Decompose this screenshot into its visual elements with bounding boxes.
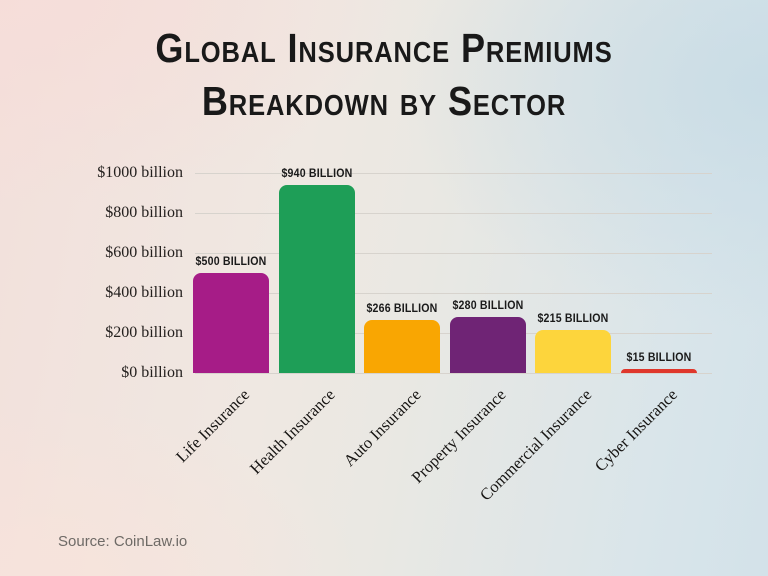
bar-health-insurance (278, 185, 355, 373)
x-axis-label-auto-insurance: Auto Insurance (339, 385, 425, 471)
y-axis-tick-label: $800 billion (105, 204, 183, 221)
gridline-400 (195, 293, 712, 294)
chart-title: Global Insurance Premiums Breakdown by S… (46, 22, 722, 128)
gridline-1000 (195, 173, 712, 174)
bar-life-insurance (193, 273, 269, 373)
bar-value-label-commercial-insurance: $215 BILLION (537, 313, 609, 325)
bar-value-label-life-insurance: $500 BILLION (195, 256, 267, 268)
chart-title-line-2: Breakdown by Sector (201, 78, 567, 124)
chart-title-line-1: Global Insurance Premiums (155, 25, 613, 71)
y-axis-tick-label: $400 billion (105, 284, 183, 301)
y-axis-tick-label: $0 billion (121, 364, 183, 381)
x-axis-label-cyber-insurance: Cyber Insurance (590, 385, 681, 476)
x-axis-label-health-insurance: Health Insurance (246, 385, 339, 478)
bar-commercial-insurance (535, 330, 611, 373)
gridline-600 (195, 253, 712, 254)
y-axis-tick-label: $1000 billion (97, 164, 183, 181)
source-caption: Source: CoinLaw.io (58, 533, 188, 550)
y-axis-tick-label: $200 billion (105, 324, 183, 341)
gridline-0 (195, 373, 712, 374)
bar-value-label-cyber-insurance: $15 BILLION (626, 352, 691, 364)
bar-property-insurance (449, 317, 526, 373)
x-axis-label-life-insurance: Life Insurance (172, 385, 254, 467)
bar-value-label-property-insurance: $280 BILLION (451, 300, 524, 312)
bar-cyber-insurance (620, 369, 697, 373)
bar-auto-insurance (364, 319, 440, 373)
y-axis-tick-label: $600 billion (105, 244, 183, 261)
bar-value-label-auto-insurance: $266 BILLION (366, 302, 438, 315)
gridline-800 (195, 213, 712, 214)
bar-value-label-health-insurance: $940 BILLION (280, 168, 353, 180)
